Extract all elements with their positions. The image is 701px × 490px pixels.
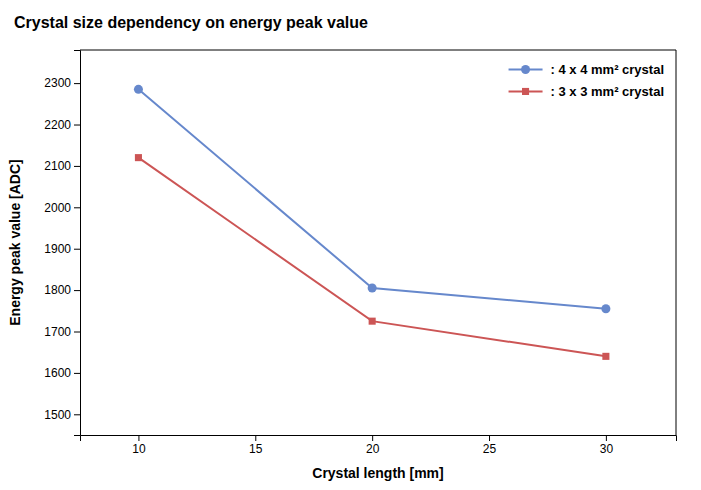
y-tick-label: 2200 [44, 118, 71, 132]
x-tick: 20 [366, 435, 380, 456]
x-tick-mark [606, 435, 607, 441]
legend-swatch-marker [522, 88, 529, 95]
y-tick-label: 1700 [44, 325, 71, 339]
x-tick: 25 [483, 435, 497, 456]
y-tick-mark [74, 83, 80, 84]
series-marker [368, 284, 377, 293]
x-tick: 10 [132, 435, 146, 456]
y-tick: 2100 [44, 159, 80, 173]
legend-label: : 3 x 3 mm² crystal [551, 84, 664, 99]
x-axis-line [81, 436, 677, 442]
x-tick-label: 25 [483, 442, 497, 456]
legend-item: : 4 x 4 mm² crystal [509, 62, 664, 77]
y-tick-mark [74, 290, 80, 291]
x-tick-mark [255, 435, 256, 441]
plot-area: 10 15 20 25 30 1500 1600 1700 1800 1900 2000 2100 22… [44, 50, 676, 456]
marks [134, 85, 610, 360]
y-tick-mark [74, 249, 80, 250]
y-axis-title: Energy peak value [ADC] [7, 159, 23, 326]
y-tick-mark [74, 414, 80, 415]
y-tick: 1700 [44, 325, 80, 339]
x-axis-title: Crystal length [mm] [312, 465, 443, 481]
y-tick-label: 1900 [44, 242, 71, 256]
x-tick-label: 15 [249, 442, 263, 456]
title: Crystal size dependency on energy peak v… [14, 14, 368, 31]
y-tick-label: 2000 [44, 201, 71, 215]
x-tick: 30 [600, 435, 614, 456]
y-tick-label: 1500 [44, 408, 71, 422]
y-tick: 1800 [44, 283, 80, 297]
series-line [138, 158, 605, 357]
series-line [138, 89, 605, 308]
frame-right [676, 50, 677, 435]
legend: : 4 x 4 mm² crystal : 3 x 3 mm² crystal [509, 62, 664, 99]
y-tick-label: 1600 [44, 366, 71, 380]
series [134, 85, 610, 313]
series-marker [135, 154, 142, 161]
series-marker [369, 318, 376, 325]
legend-label: : 4 x 4 mm² crystal [551, 62, 664, 77]
chart: 10 15 20 25 30 1500 1600 1700 1800 1900 2000 2100 22… [0, 0, 701, 490]
series-marker [601, 304, 610, 313]
y-tick-label: 1800 [44, 283, 71, 297]
x-tick-label: 20 [366, 442, 380, 456]
y-tick-mark [74, 207, 80, 208]
y-tick-label: 2300 [44, 76, 71, 90]
y-tick: 2000 [44, 201, 80, 215]
x-tick-mark [489, 435, 490, 441]
x-tick-label: 10 [132, 442, 146, 456]
x-tick-mark [138, 435, 139, 441]
y-tick-label: 2100 [44, 159, 71, 173]
y-tick: 1900 [44, 242, 80, 256]
x-axis: 10 15 20 25 30 [81, 435, 677, 456]
y-tick: 1600 [44, 366, 80, 380]
y-tick-mark [74, 373, 80, 374]
x-tick-mark [372, 435, 373, 441]
frame-top [80, 50, 676, 51]
y-tick-mark [74, 166, 80, 167]
x-tick: 15 [249, 435, 263, 456]
series-marker [602, 353, 609, 360]
legend-item: : 3 x 3 mm² crystal [509, 84, 664, 99]
legend-swatch-marker [521, 65, 530, 74]
y-tick-mark [74, 125, 80, 126]
y-tick: 1500 [44, 408, 80, 422]
y-tick: 2300 [44, 76, 80, 90]
y-axis: 1500 1600 1700 1800 1900 2000 2100 2200 2300 [44, 51, 80, 436]
y-axis-line [74, 51, 81, 436]
series [135, 154, 610, 360]
y-tick-mark [74, 332, 80, 333]
y-tick: 2200 [44, 118, 80, 132]
x-tick-label: 30 [600, 442, 614, 456]
series-marker [134, 85, 143, 94]
